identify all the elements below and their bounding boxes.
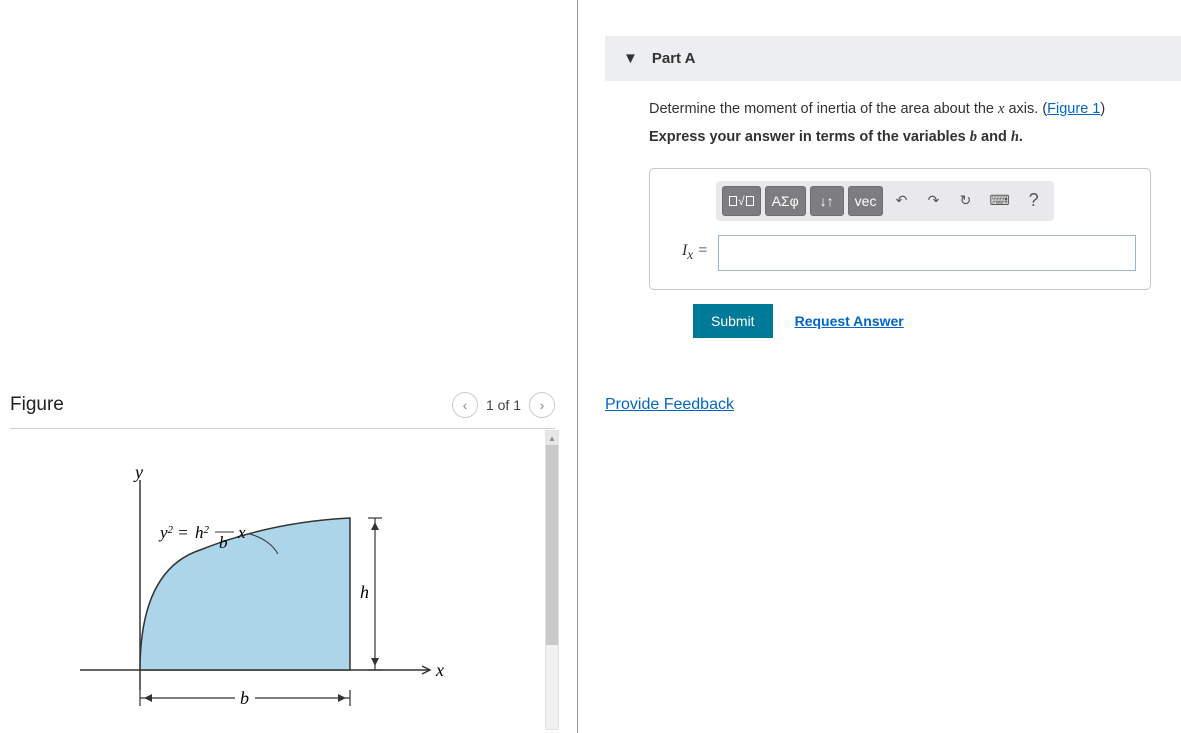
keyboard-button[interactable]: ⌨	[983, 186, 1015, 216]
prompt-text: Determine the moment of inertia of the a…	[649, 99, 1181, 121]
figure-svg: h b y x y2 = h2 b x	[10, 430, 470, 730]
instr-mid: and	[977, 129, 1011, 145]
prompt-pre: Determine the moment of inertia of the a…	[649, 101, 998, 117]
submit-button[interactable]: Submit	[693, 304, 773, 338]
subscript-button[interactable]: ↓↑	[810, 186, 844, 216]
part-a-title: Part A	[652, 50, 696, 67]
answer-box: √ ΑΣφ ↓↑ vec ↶ ↷ ↻ ⌨ ? Ix =	[649, 168, 1151, 290]
help-button[interactable]: ?	[1020, 186, 1048, 216]
collapse-icon[interactable]: ▼	[623, 50, 638, 67]
feedback-row: Provide Feedback	[605, 396, 1181, 414]
x-axis-label: x	[435, 660, 444, 680]
figure-canvas: h b y x y2 = h2 b x	[10, 430, 550, 730]
instr-var-b: b	[970, 129, 977, 145]
answer-input[interactable]	[718, 235, 1136, 271]
figure-scrollbar[interactable]: ▴	[545, 430, 559, 730]
figure-next-button[interactable]: ›	[529, 392, 555, 418]
b-dim-arrow-r	[338, 694, 346, 702]
greek-button[interactable]: ΑΣφ	[765, 186, 806, 216]
h-label: h	[360, 582, 369, 602]
part-a-body: Determine the moment of inertia of the a…	[605, 81, 1181, 414]
h-dim-arrow-up	[371, 522, 379, 530]
part-a-header[interactable]: ▼ Part A	[605, 36, 1181, 81]
scroll-thumb[interactable]	[546, 445, 558, 645]
vec-button[interactable]: vec	[848, 186, 884, 216]
figure-title: Figure	[10, 394, 64, 416]
fraction-denom: b	[219, 533, 228, 552]
curve-equation: y2 = h2	[158, 523, 210, 542]
instr-var-h: h	[1011, 129, 1019, 145]
instruction-text: Express your answer in terms of the vari…	[649, 129, 1181, 146]
figure-nav: ‹ 1 of 1 ›	[452, 392, 555, 418]
submit-row: Submit Request Answer	[693, 304, 1181, 338]
instr-end: .	[1019, 129, 1023, 145]
prompt-end: )	[1100, 101, 1105, 117]
undo-button[interactable]: ↶	[887, 186, 915, 216]
templates-button[interactable]: √	[722, 186, 761, 216]
figure-link[interactable]: Figure 1	[1047, 101, 1100, 117]
answer-label: Ix =	[664, 242, 708, 263]
prompt-post: axis. (	[1004, 101, 1047, 117]
equation-toolbar: √ ΑΣφ ↓↑ vec ↶ ↷ ↻ ⌨ ?	[716, 181, 1054, 221]
reset-button[interactable]: ↻	[951, 186, 979, 216]
provide-feedback-link[interactable]: Provide Feedback	[605, 396, 734, 413]
right-pane: ▼ Part A Determine the moment of inertia…	[605, 0, 1181, 733]
request-answer-link[interactable]: Request Answer	[795, 313, 904, 329]
instr-pre: Express your answer in terms of the vari…	[649, 129, 970, 145]
b-label: b	[240, 688, 249, 708]
h-dim-arrow-dn	[371, 658, 379, 666]
redo-button[interactable]: ↷	[919, 186, 947, 216]
figure-prev-button[interactable]: ‹	[452, 392, 478, 418]
figure-header: Figure ‹ 1 of 1 ›	[10, 392, 555, 429]
scroll-up-icon[interactable]: ▴	[546, 431, 558, 445]
y-axis-label: y	[133, 462, 143, 482]
answer-row: Ix =	[664, 235, 1136, 271]
equation-x: x	[237, 523, 246, 542]
b-dim-arrow-l	[144, 694, 152, 702]
left-pane: Figure ‹ 1 of 1 › h	[0, 0, 578, 733]
figure-nav-text: 1 of 1	[486, 397, 521, 413]
